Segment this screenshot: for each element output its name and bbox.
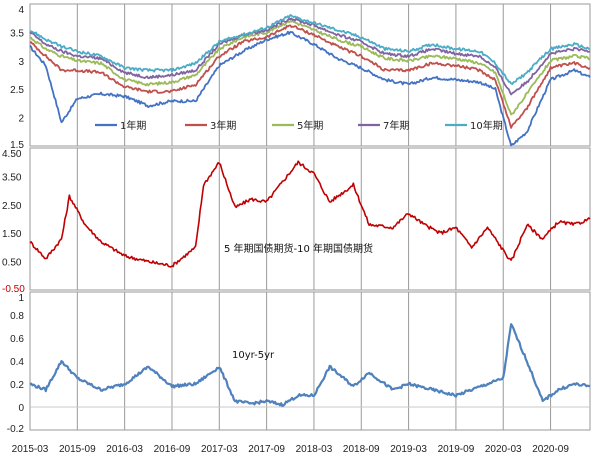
annotations: 5 年期国债期货-10 年期国债期货 10yr-5yr [224,242,373,361]
y-tick-label: 3.50 [2,172,22,183]
y-tick-label: 0.8 [10,311,24,322]
y-tick-label: -0.2 [7,424,25,435]
series-line-4 [29,14,591,85]
x-tick-label: 2015-09 [59,444,96,455]
y-tick-label: 0 [18,403,24,414]
x-tick-label: 2020-09 [532,444,569,455]
y-tick-label: 2.5 [10,85,24,96]
legend: 1年期 3年期 5年期 7年期 10年期 [95,119,503,132]
y-tick-label: 4.50 [2,149,22,160]
y-tick-label: 0.2 [10,380,24,391]
legend-label: 10年期 [470,119,503,132]
legend-item: 5年期 [272,119,323,132]
y-tick-label: 1 [18,293,24,304]
legend-label: 7年期 [383,119,409,132]
y-tick-label: 1.5 [10,140,24,151]
y-tick-label: 1.50 [2,229,22,240]
y-tick-label: 0.6 [10,334,24,345]
legend-item: 3年期 [185,119,236,132]
series-line-1 [29,24,591,129]
x-tick-label: 2016-03 [106,444,143,455]
x-tick-label: 2019-09 [438,444,475,455]
y-tick-label: 2.50 [2,201,22,212]
legend-item: 1年期 [95,119,146,132]
x-tick-label: 2016-09 [154,444,191,455]
x-tick-label: 2015-03 [12,444,49,455]
x-tick-label: 2018-03 [296,444,333,455]
x-tick-label: 2017-03 [201,444,238,455]
x-tick-label: 2017-09 [248,444,285,455]
y-tick-label: 3.5 [10,28,24,39]
y-tick-label: 2 [18,114,24,125]
legend-item: 7年期 [358,119,409,132]
series-layer [29,14,591,408]
series-line [29,160,591,268]
x-tick-label: 2020-03 [485,444,522,455]
legend-item: 10年期 [445,119,503,132]
series-line-0 [29,30,591,147]
y-tick-labels: 4 3.5 3 2.5 2 1.54.50 3.50 2.50 1.50 0.50 -0.501 0.… [2,5,25,435]
y-tick-label: -0.50 [2,284,25,295]
plot-frame [29,147,591,291]
legend-label: 3年期 [210,119,236,132]
legend-label: 1年期 [120,119,146,132]
plot-frame [29,3,591,147]
y-tick-label: 0.4 [10,357,24,368]
y-tick-label: 4 [18,5,24,16]
series-annotation: 5 年期国债期货-10 年期国债期货 [224,242,373,255]
y-tick-label: 0.50 [2,258,22,269]
series-line [29,323,591,408]
x-tick-labels: 2015-03 2015-09 2016-03 2016-09 2017-03 2017-… [12,444,570,455]
series-line-2 [29,19,591,116]
x-tick-label: 2019-03 [390,444,427,455]
series-line-3 [29,17,591,96]
x-tick-label: 2018-09 [343,444,380,455]
series-annotation: 10yr-5yr [232,350,275,361]
y-tick-label: 3 [18,57,24,68]
legend-label: 5年期 [297,119,323,132]
plot-frame [29,291,591,431]
